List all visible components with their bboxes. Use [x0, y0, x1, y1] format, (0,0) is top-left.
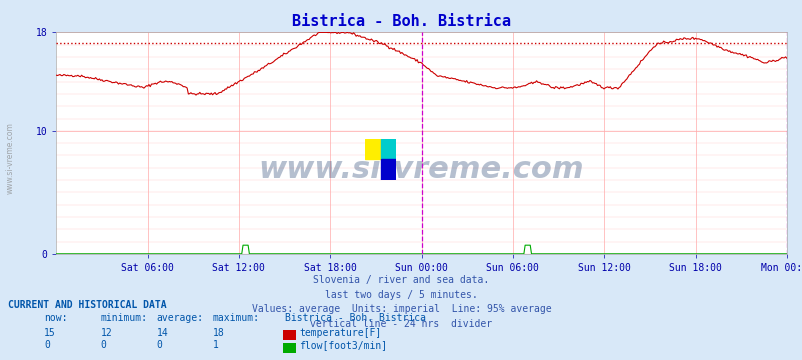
Text: Bistrica - Boh. Bistrica: Bistrica - Boh. Bistrica — [285, 313, 426, 323]
Text: average:: average: — [156, 313, 204, 323]
Text: 1: 1 — [213, 341, 218, 351]
Text: vertical line - 24 hrs  divider: vertical line - 24 hrs divider — [310, 319, 492, 329]
Text: minimum:: minimum: — [100, 313, 148, 323]
Text: CURRENT AND HISTORICAL DATA: CURRENT AND HISTORICAL DATA — [8, 300, 167, 310]
Text: maximum:: maximum: — [213, 313, 260, 323]
Text: 0: 0 — [100, 341, 106, 351]
Text: now:: now: — [44, 313, 67, 323]
Text: temperature[F]: temperature[F] — [299, 328, 381, 338]
Text: Values: average  Units: imperial  Line: 95% average: Values: average Units: imperial Line: 95… — [251, 304, 551, 314]
Text: 14: 14 — [156, 328, 168, 338]
Text: flow[foot3/min]: flow[foot3/min] — [299, 341, 387, 351]
Text: 0: 0 — [44, 341, 50, 351]
Text: www.si-vreme.com: www.si-vreme.com — [258, 155, 584, 184]
Text: www.si-vreme.com: www.si-vreme.com — [6, 122, 15, 194]
Text: 12: 12 — [100, 328, 112, 338]
Text: Bistrica - Boh. Bistrica: Bistrica - Boh. Bistrica — [292, 14, 510, 30]
Text: 15: 15 — [44, 328, 56, 338]
Text: last two days / 5 minutes.: last two days / 5 minutes. — [325, 290, 477, 300]
Text: Slovenia / river and sea data.: Slovenia / river and sea data. — [313, 275, 489, 285]
Text: 18: 18 — [213, 328, 225, 338]
Bar — [365, 139, 380, 159]
Bar — [380, 139, 395, 159]
Text: 0: 0 — [156, 341, 162, 351]
Bar — [380, 159, 395, 180]
